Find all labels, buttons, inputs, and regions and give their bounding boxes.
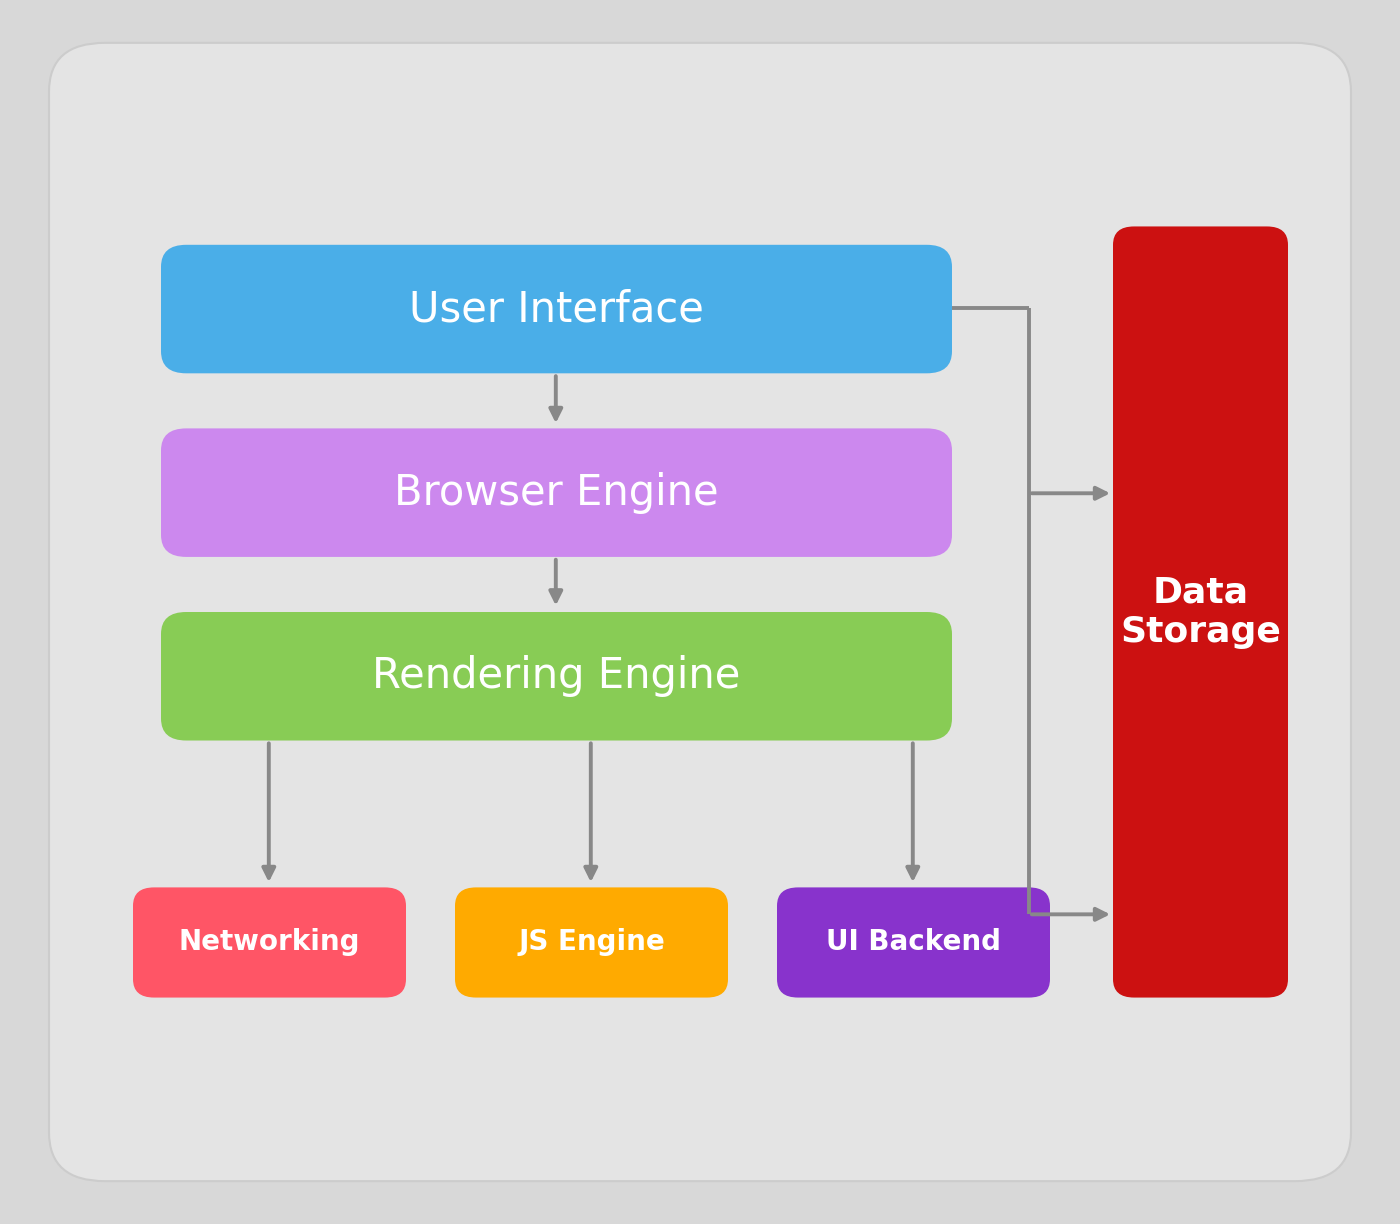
Text: Data
Storage: Data Storage bbox=[1120, 575, 1281, 649]
Text: Browser Engine: Browser Engine bbox=[395, 471, 718, 514]
FancyBboxPatch shape bbox=[133, 887, 406, 998]
Text: User Interface: User Interface bbox=[409, 288, 704, 330]
Text: JS Engine: JS Engine bbox=[518, 929, 665, 956]
FancyBboxPatch shape bbox=[161, 612, 952, 741]
FancyBboxPatch shape bbox=[455, 887, 728, 998]
FancyBboxPatch shape bbox=[161, 245, 952, 373]
FancyBboxPatch shape bbox=[161, 428, 952, 557]
FancyBboxPatch shape bbox=[1113, 226, 1288, 998]
Text: Networking: Networking bbox=[179, 929, 360, 956]
FancyBboxPatch shape bbox=[777, 887, 1050, 998]
Text: Rendering Engine: Rendering Engine bbox=[372, 655, 741, 698]
FancyBboxPatch shape bbox=[49, 43, 1351, 1181]
Text: UI Backend: UI Backend bbox=[826, 929, 1001, 956]
